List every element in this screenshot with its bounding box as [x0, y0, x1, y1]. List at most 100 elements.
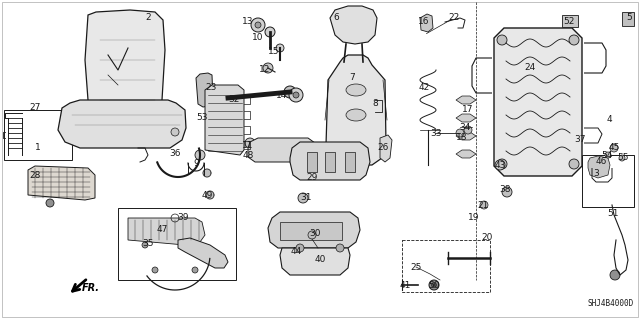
Circle shape — [336, 244, 344, 252]
Circle shape — [480, 201, 488, 209]
Circle shape — [456, 129, 464, 137]
Text: 36: 36 — [169, 149, 180, 158]
Polygon shape — [58, 100, 186, 148]
Text: 10: 10 — [252, 33, 264, 42]
Circle shape — [284, 86, 296, 98]
Circle shape — [265, 27, 275, 37]
Text: 39: 39 — [177, 213, 189, 222]
Polygon shape — [128, 218, 205, 245]
Circle shape — [192, 267, 198, 273]
Text: 7: 7 — [349, 73, 355, 83]
Text: 12: 12 — [259, 65, 271, 75]
Polygon shape — [326, 55, 386, 165]
Text: 3: 3 — [593, 169, 599, 179]
Circle shape — [610, 270, 620, 280]
Text: 22: 22 — [449, 13, 460, 23]
Text: 19: 19 — [468, 213, 480, 222]
Text: 5: 5 — [626, 13, 632, 23]
Text: FR.: FR. — [82, 283, 100, 293]
Ellipse shape — [346, 84, 366, 96]
Text: 53: 53 — [196, 114, 208, 122]
Circle shape — [171, 128, 179, 136]
Circle shape — [464, 126, 472, 134]
Polygon shape — [280, 248, 350, 275]
Text: 23: 23 — [205, 84, 217, 93]
Bar — [280, 222, 342, 240]
Text: 8: 8 — [372, 100, 378, 108]
Text: 43: 43 — [494, 160, 506, 169]
Text: 30: 30 — [309, 229, 321, 239]
Bar — [402, 240, 490, 292]
Polygon shape — [420, 14, 433, 32]
Text: 33: 33 — [430, 129, 442, 137]
Bar — [345, 152, 355, 172]
Text: 46: 46 — [595, 158, 607, 167]
Bar — [325, 152, 335, 172]
Circle shape — [497, 35, 507, 45]
Polygon shape — [203, 169, 211, 177]
Text: 2: 2 — [145, 13, 151, 23]
Circle shape — [296, 244, 304, 252]
Text: 6: 6 — [333, 13, 339, 23]
Bar — [582, 155, 634, 207]
Circle shape — [308, 231, 316, 239]
Text: 9: 9 — [193, 159, 199, 167]
Polygon shape — [206, 191, 214, 199]
Circle shape — [619, 155, 625, 161]
Circle shape — [495, 160, 505, 170]
Bar — [562, 15, 578, 27]
Polygon shape — [85, 10, 165, 128]
Bar — [307, 152, 317, 172]
Text: 24: 24 — [524, 63, 536, 72]
Text: 16: 16 — [419, 18, 429, 26]
Polygon shape — [196, 73, 213, 107]
Polygon shape — [456, 114, 476, 122]
Text: 42: 42 — [419, 84, 429, 93]
Text: SHJ4B4000D: SHJ4B4000D — [588, 299, 634, 308]
Circle shape — [276, 44, 284, 52]
Circle shape — [255, 22, 261, 28]
Text: 37: 37 — [574, 136, 586, 145]
Text: 35: 35 — [142, 239, 154, 248]
Circle shape — [610, 144, 618, 152]
Text: 48: 48 — [243, 151, 253, 160]
Circle shape — [263, 63, 273, 73]
Circle shape — [431, 283, 436, 287]
Polygon shape — [456, 150, 476, 158]
Circle shape — [289, 88, 303, 102]
Text: 27: 27 — [29, 103, 41, 113]
Polygon shape — [456, 96, 476, 104]
Polygon shape — [494, 28, 582, 176]
Text: 50: 50 — [428, 280, 440, 290]
Text: 4: 4 — [606, 115, 612, 123]
Bar — [622, 12, 634, 26]
Text: 32: 32 — [228, 94, 240, 103]
Text: 38: 38 — [499, 186, 511, 195]
Circle shape — [293, 92, 299, 98]
Circle shape — [251, 18, 265, 32]
Polygon shape — [290, 142, 370, 180]
Text: 40: 40 — [314, 256, 326, 264]
Text: 18: 18 — [456, 133, 468, 143]
Text: 11: 11 — [243, 140, 253, 150]
Text: 15: 15 — [268, 48, 280, 56]
Polygon shape — [28, 166, 95, 200]
Text: 21: 21 — [477, 201, 489, 210]
Text: 41: 41 — [399, 280, 411, 290]
Circle shape — [605, 152, 611, 158]
Circle shape — [502, 187, 512, 197]
Text: 26: 26 — [378, 144, 388, 152]
Text: 31: 31 — [300, 194, 312, 203]
Circle shape — [195, 150, 205, 160]
Polygon shape — [268, 212, 360, 248]
Bar — [4, 110, 72, 160]
Circle shape — [142, 242, 148, 248]
Text: 49: 49 — [202, 190, 212, 199]
Circle shape — [298, 193, 308, 203]
Polygon shape — [248, 138, 316, 162]
Text: 54: 54 — [602, 151, 612, 160]
Text: 44: 44 — [291, 248, 301, 256]
Circle shape — [569, 159, 579, 169]
Text: 14: 14 — [276, 91, 288, 100]
Circle shape — [569, 35, 579, 45]
